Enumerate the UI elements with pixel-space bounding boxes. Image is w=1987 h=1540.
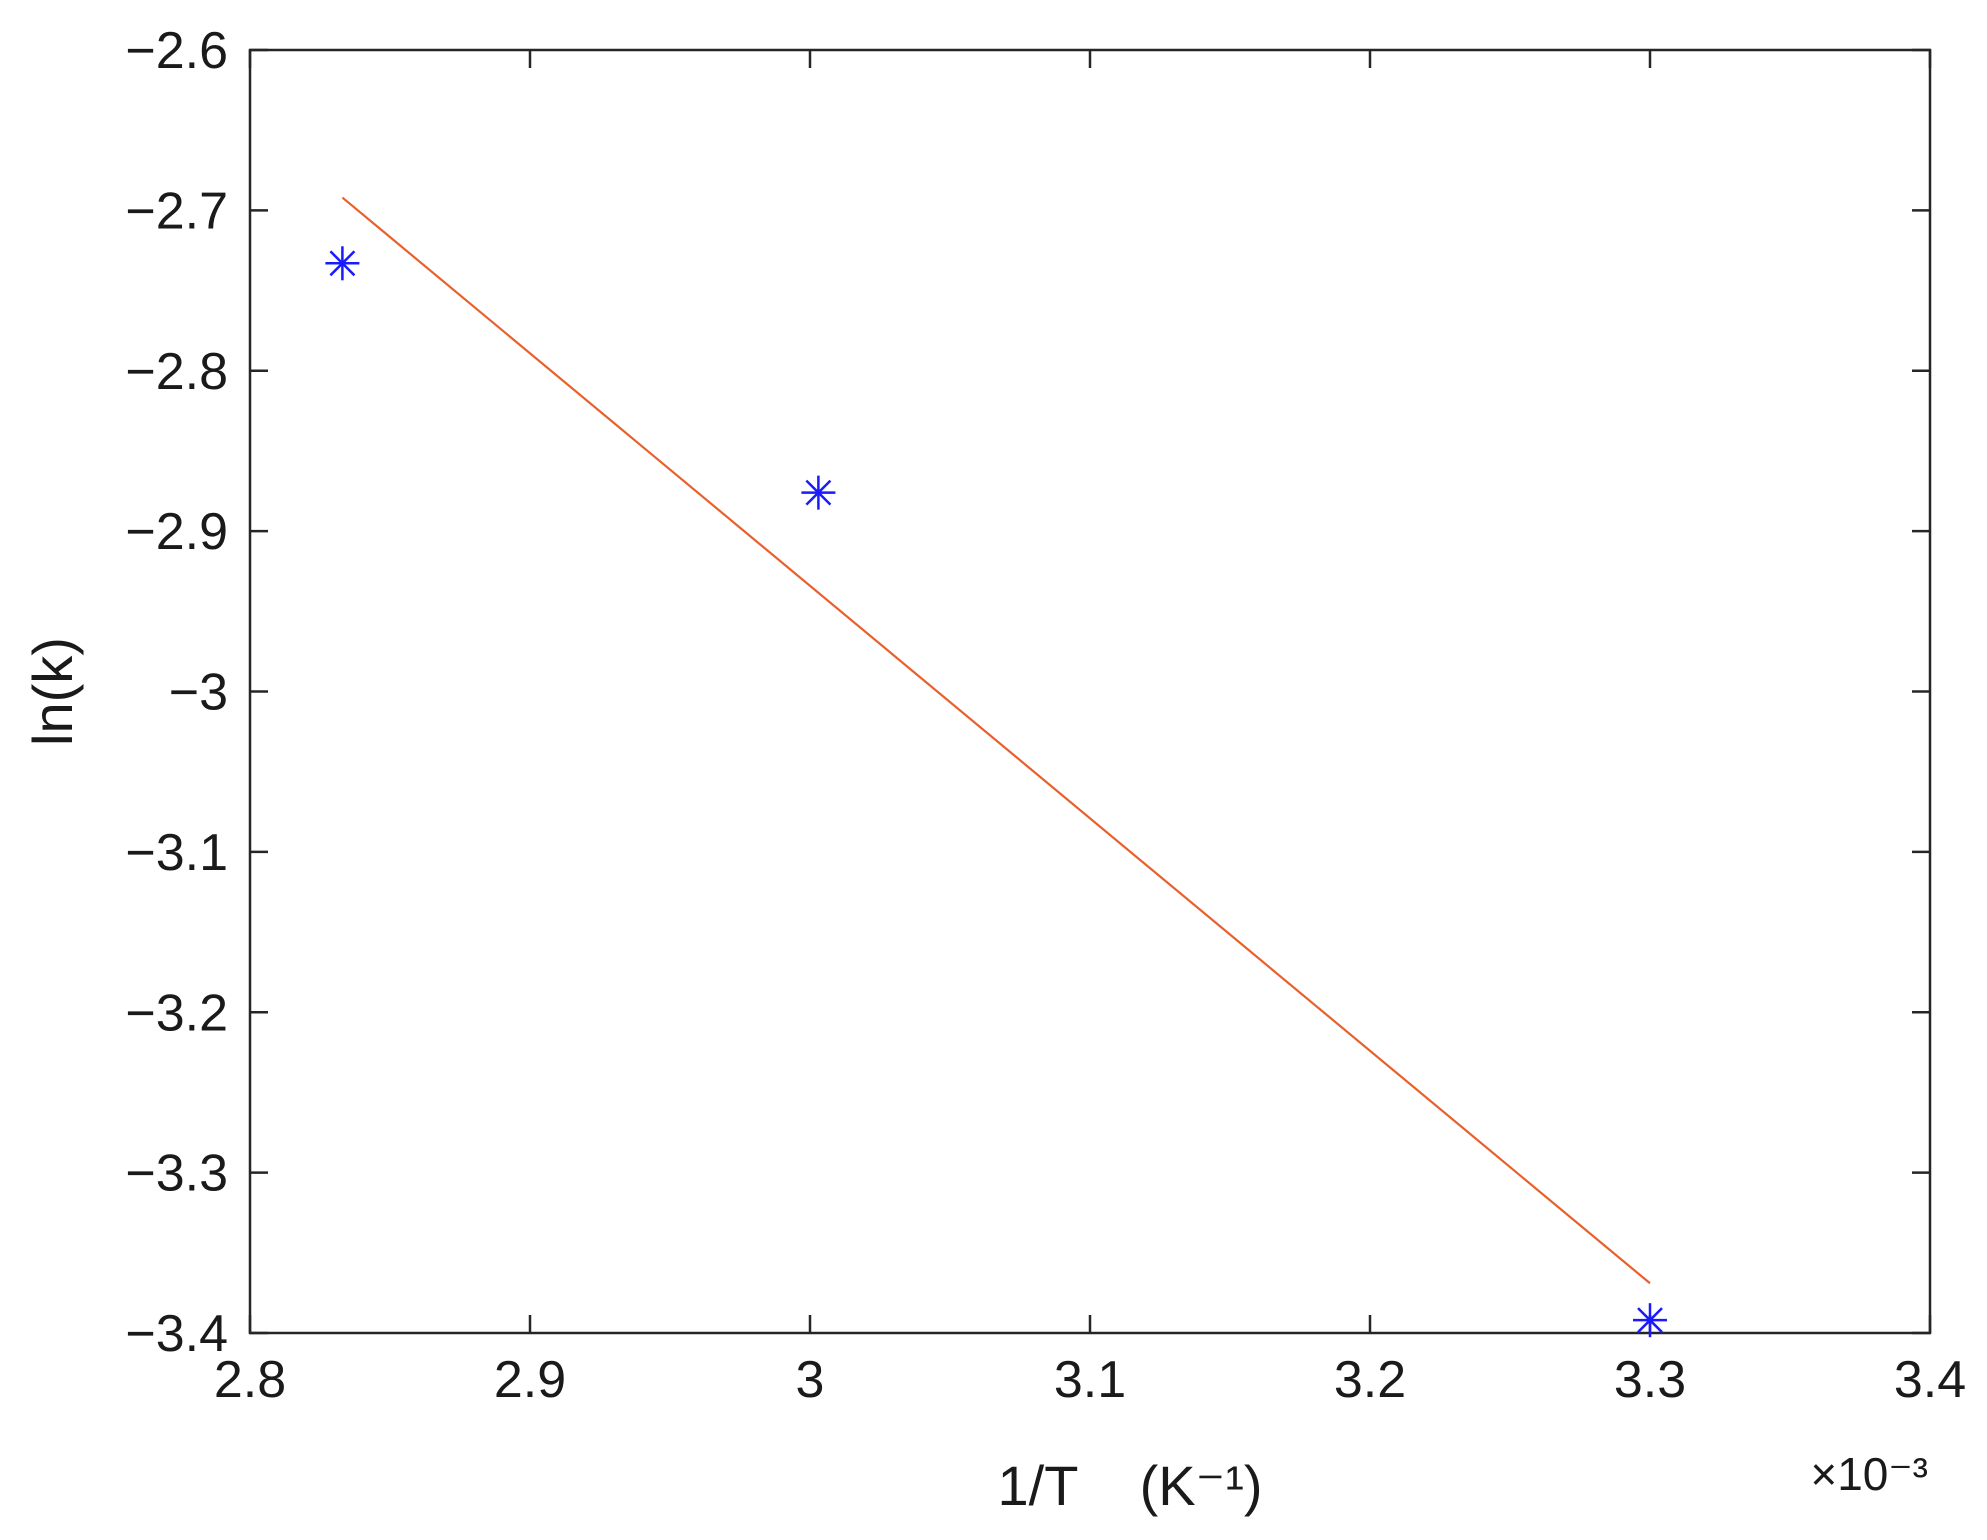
data-point: [325, 246, 360, 281]
fit-line: [341, 196, 1651, 1285]
x-tick-label: 2.8: [214, 1351, 286, 1409]
ticks-layer: 2.8 2.9 3 3.1 3.2 3.3 3.4 −3.4 −3.3 −3.2 −3.1 −3 −2.…: [125, 22, 1966, 1409]
y-axis-label: ln(k): [21, 637, 84, 746]
data-point: [1633, 1303, 1667, 1338]
x-axis-label: 1/T (K⁻¹): [998, 1454, 1263, 1517]
data-layer: [325, 196, 1667, 1338]
y-tick-label: −2.6: [125, 22, 228, 80]
y-tick-label: −3.3: [125, 1145, 228, 1203]
x-tick-label: 2.9: [494, 1351, 566, 1409]
x-axis-exponent-label: ×10⁻³: [1810, 1448, 1928, 1500]
y-tick-label: −2.8: [125, 343, 228, 401]
x-tick-label: 3.2: [1334, 1351, 1406, 1409]
y-tick-label: −3.1: [125, 824, 228, 882]
x-tick-label: 3: [796, 1351, 825, 1409]
y-tick-label: −3: [169, 664, 228, 722]
x-tick-label: 3.1: [1054, 1351, 1126, 1409]
x-tick-label: 3.4: [1894, 1351, 1966, 1409]
plot-area: [248, 48, 1932, 1335]
y-tick-label: −3.2: [125, 984, 228, 1042]
y-tick-label: −2.7: [125, 182, 228, 240]
data-point: [801, 475, 836, 510]
y-tick-label: −3.4: [125, 1305, 228, 1363]
x-tick-label: 3.3: [1614, 1351, 1686, 1409]
y-tick-label: −2.9: [125, 503, 228, 561]
